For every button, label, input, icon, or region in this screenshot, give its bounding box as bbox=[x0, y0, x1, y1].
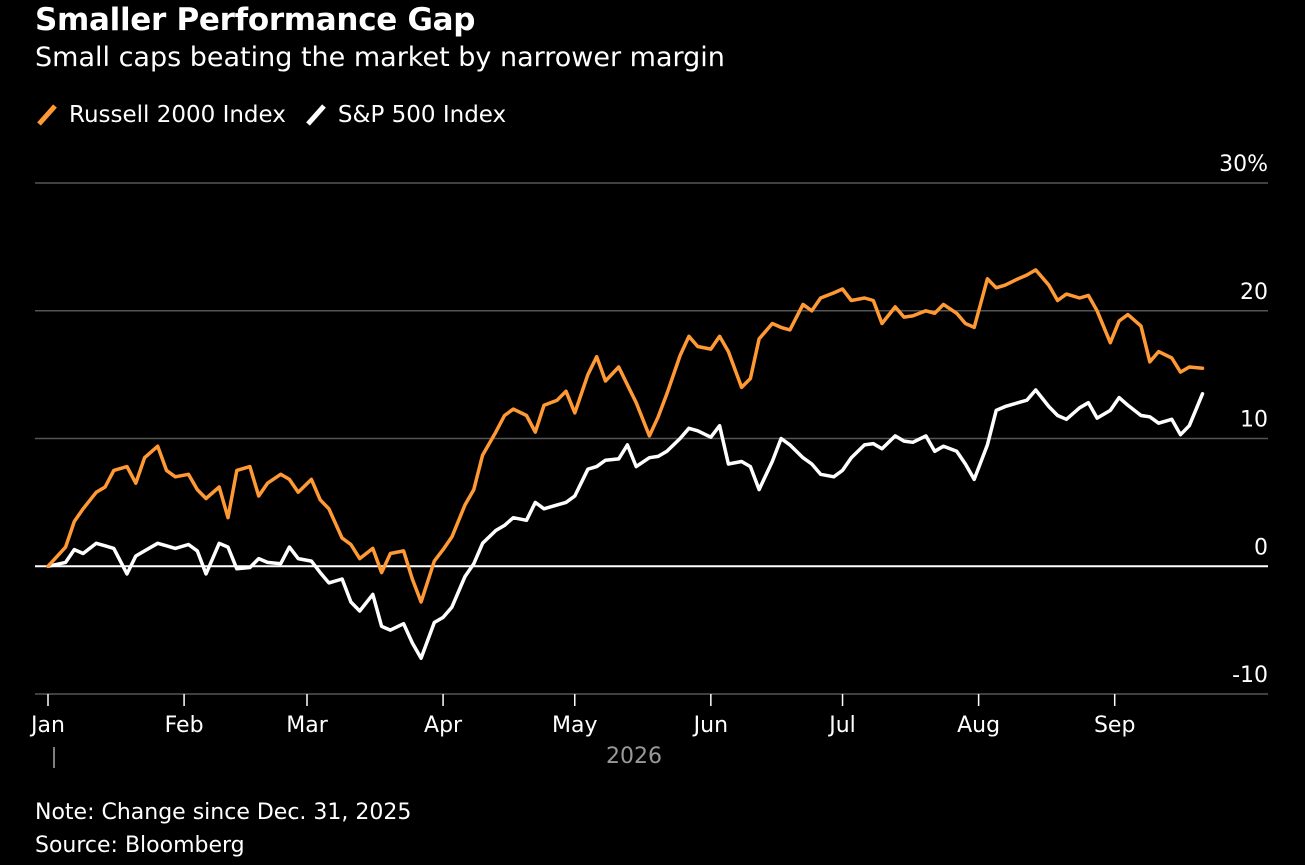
series-line-russell bbox=[46, 268, 1205, 604]
legend-swatch-sp500 bbox=[306, 104, 326, 126]
legend-swatch-russell bbox=[37, 104, 57, 126]
y-tick-label: 0 bbox=[1254, 535, 1268, 560]
x-tick-label: Jun bbox=[692, 713, 728, 738]
series-line-sp500 bbox=[46, 388, 1205, 660]
chart-note: Note: Change since Dec. 31, 2025 bbox=[35, 800, 412, 825]
chart-subtitle: Small caps beating the market by narrowe… bbox=[35, 42, 725, 73]
x-tick-label: Feb bbox=[165, 713, 204, 738]
x-tick-label: Jan bbox=[29, 713, 65, 738]
y-tick-label: -10 bbox=[1232, 663, 1268, 688]
x-tick-label: Aug bbox=[957, 713, 1000, 738]
x-year-label: 2026 bbox=[606, 744, 662, 769]
y-tick-label: 30% bbox=[1219, 152, 1268, 177]
x-tick-label: Jul bbox=[827, 713, 856, 738]
y-tick-label: 20 bbox=[1240, 280, 1268, 305]
y-tick-label: 10 bbox=[1240, 408, 1268, 433]
x-tick-label: Mar bbox=[286, 713, 328, 738]
legend-item-russell: Russell 2000 Index bbox=[35, 100, 286, 130]
legend: Russell 2000 Index S&P 500 Index bbox=[35, 100, 524, 130]
chart-source: Source: Bloomberg bbox=[35, 833, 245, 858]
x-tick-label: Apr bbox=[424, 713, 463, 738]
chart-title: Smaller Performance Gap bbox=[35, 2, 476, 38]
legend-item-sp500: S&P 500 Index bbox=[304, 100, 506, 130]
line-chart: 30% 20 10 0 -10 Jan Feb Mar Apr May Jun Jul Aug Sep 20… bbox=[29, 152, 1268, 769]
x-tick-label: Sep bbox=[1094, 713, 1135, 738]
x-tick-label: May bbox=[552, 713, 597, 738]
legend-label-sp500: S&P 500 Index bbox=[337, 102, 507, 128]
legend-label-russell: Russell 2000 Index bbox=[69, 102, 286, 128]
